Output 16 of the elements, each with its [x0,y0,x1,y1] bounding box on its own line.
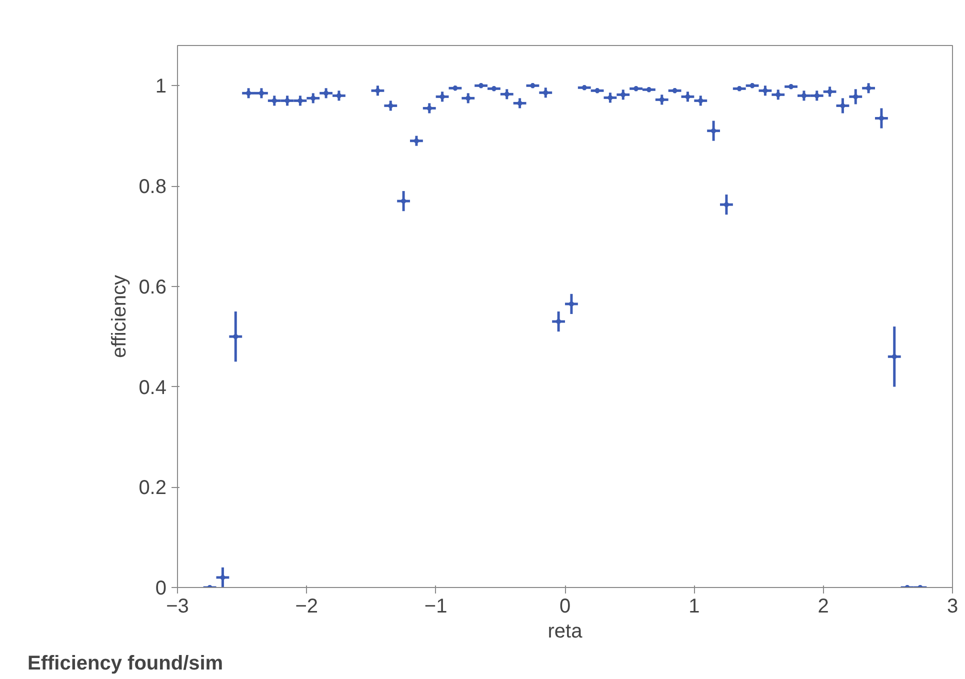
x-tick-label: 0 [559,596,571,618]
y-tick-label: 0.2 [138,477,167,500]
x-tick-label: 1 [688,596,700,618]
x-tick-label: 3 [946,596,958,618]
text: Efficiency found/sim [28,652,224,674]
y-tick-label: 0 [155,578,166,600]
y-tick-label: 0.8 [138,176,167,198]
x-tick-label: −3 [166,596,189,618]
x-tick-label: 2 [818,596,829,618]
x-axis-title: reta [548,620,584,642]
x-tick-label: −2 [295,596,318,618]
x-tick-label: −1 [424,596,448,618]
y-tick-label: 1 [155,76,166,98]
y-tick-label: 0.4 [138,376,167,399]
y-axis-title: efficiency [108,274,131,358]
y-tick-label: 0.6 [138,276,167,298]
